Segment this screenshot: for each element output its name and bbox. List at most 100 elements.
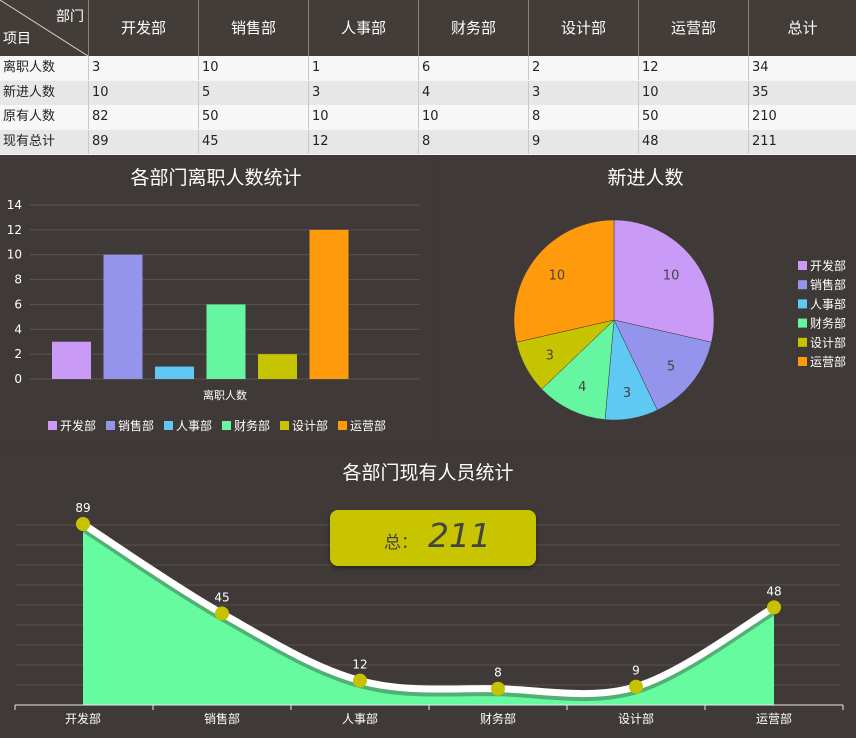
table-cell: 34 (748, 56, 856, 80)
pie-slice (613, 319, 712, 411)
pie-slice (613, 219, 715, 343)
area-point (629, 679, 643, 694)
table-header: 部门 项目 开发部 销售部 人事部 财务部 设计部 运营部 总计 (0, 0, 856, 56)
legend-label: 销售部 (810, 277, 846, 292)
bar-y-tick: 14 (7, 198, 22, 212)
pie-slice-label: 3 (623, 386, 631, 401)
area-chart: 89 开发部 45 销售部 12 人事部 8 财务部 9 设计部 48 运营部 (14, 501, 844, 726)
legend-swatch (280, 421, 289, 430)
table-cell: 10 (638, 80, 748, 105)
legend-swatch (798, 318, 807, 328)
pie-slice-label: 10 (663, 268, 680, 283)
table-cell: 3 (528, 80, 638, 105)
table-row: 离职人数 3 10 1 6 2 12 34 (0, 56, 856, 80)
total-label: 总： (384, 533, 418, 553)
legend-swatch (798, 280, 807, 290)
table-cell: 12 (308, 129, 418, 154)
total-badge: 总： 211 (330, 510, 536, 566)
table-cell: 50 (638, 105, 748, 129)
table-cell: 10 (198, 56, 308, 80)
pie-slice-label: 10 (549, 268, 566, 283)
legend-label: 设计部 (810, 335, 846, 350)
table-cell: 10 (308, 105, 418, 129)
bar (155, 366, 194, 379)
area-point (215, 606, 229, 621)
row-label: 离职人数 (3, 60, 56, 75)
table-cell: 1 (308, 56, 418, 80)
area-data-label: 12 (352, 658, 367, 672)
pie-slice (513, 219, 615, 343)
table-cell: 4 (418, 80, 528, 105)
bar-y-tick: 6 (14, 297, 22, 311)
legend-label: 财务部 (810, 316, 846, 331)
column-header: 开发部 (88, 0, 198, 56)
legend-swatch (798, 337, 807, 347)
area-data-label: 48 (766, 584, 781, 598)
corner-label-dept: 部门 (56, 9, 84, 25)
legend-label: 运营部 (350, 418, 386, 433)
legend-label: 开发部 (60, 418, 96, 433)
area-x-label: 财务部 (480, 711, 516, 726)
table-cell: 210 (748, 105, 856, 129)
area-x-label: 运营部 (756, 711, 792, 726)
table-row: 现有总计 89 45 12 8 9 48 211 (0, 129, 856, 154)
legend-label: 开发部 (810, 258, 846, 273)
legend-label: 销售部 (118, 418, 154, 433)
legend-label: 运营部 (810, 354, 846, 369)
legend-swatch (164, 421, 173, 430)
column-header: 设计部 (528, 0, 638, 56)
row-label: 原有人数 (3, 109, 56, 124)
table-cell: 35 (748, 80, 856, 105)
table-cell: 3 (308, 80, 418, 105)
area-x-label: 人事部 (342, 711, 378, 726)
legend-swatch (338, 421, 347, 430)
pie-slice-label: 4 (578, 380, 586, 395)
table-cell: 45 (198, 129, 308, 154)
table-cell: 6 (418, 56, 528, 80)
legend-label: 人事部 (176, 418, 212, 433)
legend-swatch (798, 299, 807, 309)
area-data-label: 8 (494, 666, 502, 680)
legend-label: 人事部 (810, 296, 846, 311)
area-point (76, 517, 90, 531)
pie-slice (541, 319, 615, 420)
area-data-label: 9 (632, 664, 640, 678)
bar (258, 354, 297, 379)
column-header: 财务部 (418, 0, 528, 56)
legend-swatch (798, 261, 807, 270)
legend-swatch (106, 421, 115, 430)
bar (103, 254, 143, 379)
pie-chart-title: 新进人数 (607, 167, 684, 189)
column-header: 销售部 (198, 0, 308, 56)
area-x-label: 开发部 (65, 711, 101, 726)
column-header: 人事部 (308, 0, 418, 56)
table-cell: 10 (88, 80, 198, 105)
table-cell: 3 (88, 56, 198, 80)
table-cell: 82 (88, 105, 198, 129)
area-x-label: 设计部 (618, 711, 654, 726)
bar-y-tick: 2 (14, 347, 22, 361)
table-cell: 211 (748, 129, 856, 154)
bar-y-tick: 12 (7, 223, 22, 237)
table-cell: 9 (528, 129, 638, 154)
pie-chart-panel: 新进人数 10 5 3 4 3 10 开发部 销售部 人事部 财务部 设计部 运营部 (435, 157, 856, 447)
bar-y-tick: 8 (14, 273, 22, 287)
bar-y-tick: 0 (14, 372, 22, 386)
table-corner-cell: 部门 项目 (0, 0, 88, 56)
area-chart-panel: 各部门现有人员统计 89 开发部 45 销售部 12 人事部 8 财务部 9 设计部 48 运营部 (0, 450, 856, 738)
area-point (767, 600, 781, 615)
legend-label: 财务部 (234, 418, 270, 433)
area-x-label: 销售部 (204, 711, 240, 726)
bar-y-tick: 10 (7, 248, 22, 262)
area-chart-title: 各部门现有人员统计 (342, 462, 514, 484)
bar-x-label: 离职人数 (203, 388, 247, 402)
row-label: 现有总计 (3, 133, 56, 149)
corner-label-item: 项目 (3, 31, 31, 47)
data-table: 部门 项目 开发部 销售部 人事部 财务部 设计部 运营部 总计 离职人数 3 10 1 6 2 12 3… (0, 0, 856, 155)
column-header: 总计 (748, 0, 856, 56)
legend-swatch (222, 421, 231, 430)
bar-y-tick: 4 (14, 322, 22, 336)
bar-chart-title: 各部门离职人数统计 (130, 167, 302, 189)
bar (206, 304, 246, 379)
